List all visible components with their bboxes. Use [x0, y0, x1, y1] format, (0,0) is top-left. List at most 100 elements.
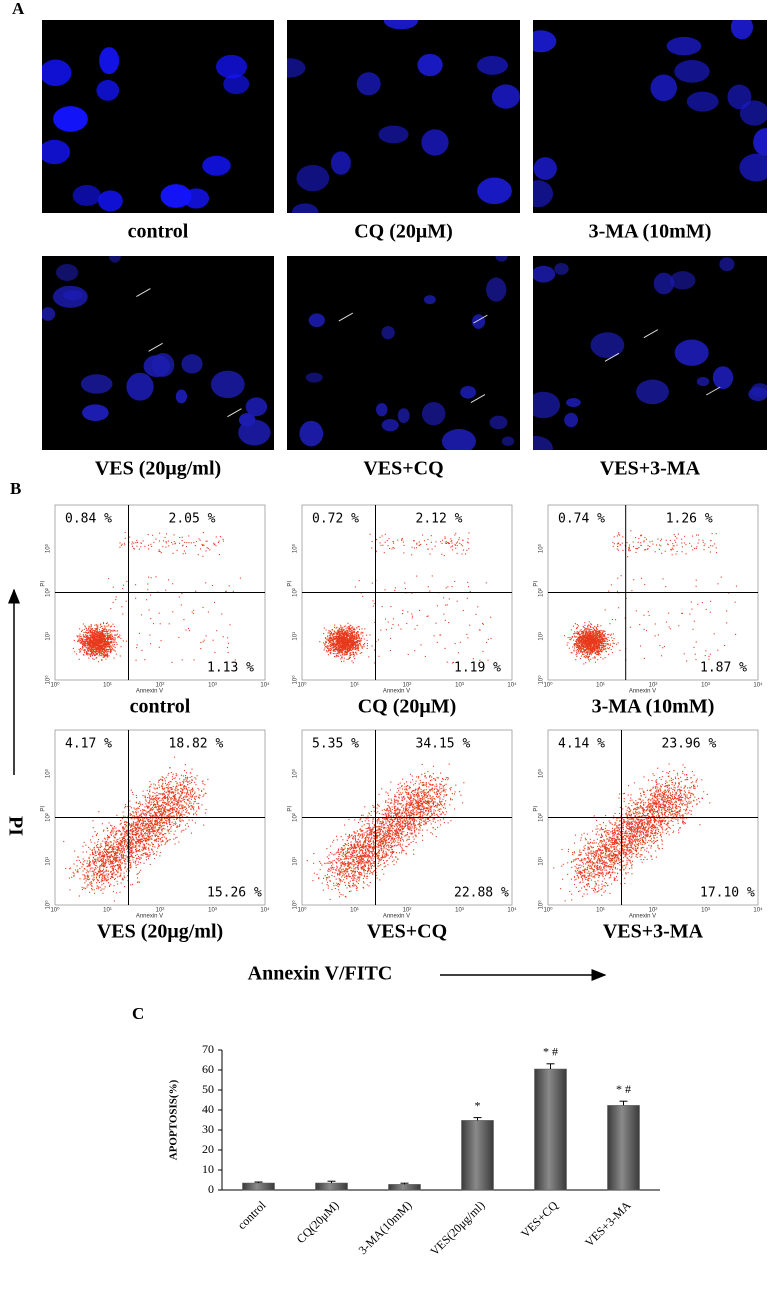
event-dot	[669, 626, 670, 627]
event-dot	[110, 649, 111, 650]
event-dot	[218, 542, 219, 543]
event-dot	[712, 545, 713, 546]
x-tick-label: 10³	[455, 683, 464, 689]
event-dot	[574, 631, 575, 632]
event-dot	[133, 815, 134, 816]
event-dot	[588, 659, 589, 660]
nucleus	[331, 151, 351, 174]
event-dot	[360, 653, 361, 654]
event-dot	[100, 648, 101, 649]
event-dot	[107, 830, 108, 831]
event-dot	[480, 629, 481, 630]
event-dot	[83, 643, 84, 644]
event-dot	[90, 849, 91, 850]
nucleus	[496, 251, 508, 262]
event-dot	[153, 542, 154, 543]
event-dot	[608, 634, 609, 635]
event-dot	[416, 547, 417, 548]
event-dot	[120, 655, 121, 656]
event-dot	[326, 639, 327, 640]
event-dot	[160, 640, 161, 641]
event-dot	[342, 646, 343, 647]
event-dot	[193, 803, 194, 804]
event-dot	[109, 643, 110, 644]
event-dot	[100, 633, 101, 634]
event-dot	[109, 629, 110, 630]
event-dot	[159, 533, 160, 534]
event-dot	[338, 652, 339, 653]
event-dot	[198, 803, 199, 804]
image-bg	[533, 20, 767, 213]
event-dot	[358, 636, 359, 637]
event-dot	[324, 649, 325, 650]
event-dot	[99, 637, 100, 638]
nucleus	[183, 188, 209, 208]
event-dot	[357, 650, 358, 651]
event-dot	[705, 655, 706, 656]
event-dot	[473, 658, 474, 659]
event-dot	[617, 543, 618, 544]
event-dot	[696, 548, 697, 549]
event-dot	[586, 649, 587, 650]
event-dot	[108, 578, 109, 579]
event-dot	[662, 647, 663, 648]
event-dot	[486, 642, 487, 643]
nucleus	[525, 30, 556, 52]
event-dot	[600, 630, 601, 631]
event-dot	[579, 634, 580, 635]
event-dot	[605, 633, 606, 634]
event-dot	[188, 805, 189, 806]
event-dot	[355, 634, 356, 635]
event-dot	[92, 628, 93, 629]
event-dot	[594, 626, 595, 627]
event-dot	[335, 656, 336, 657]
event-dot	[363, 644, 364, 645]
event-dot	[324, 647, 325, 648]
event-dot	[460, 642, 461, 643]
event-dot	[442, 540, 443, 541]
event-dot	[598, 644, 599, 645]
event-dot	[356, 642, 357, 643]
event-dot	[85, 643, 86, 644]
event-dot	[83, 632, 84, 633]
quadrant-percent: 1.87 %	[700, 661, 747, 676]
event-dot	[716, 552, 717, 553]
event-dot	[350, 652, 351, 653]
event-dot	[107, 631, 108, 632]
event-dot	[188, 628, 189, 629]
event-dot	[447, 586, 448, 587]
nucleus	[56, 264, 78, 281]
event-dot	[126, 581, 127, 582]
event-dot	[118, 636, 119, 637]
event-dot	[696, 586, 697, 587]
event-dot	[149, 610, 150, 611]
event-dot	[223, 541, 224, 542]
event-dot	[114, 635, 115, 636]
event-dot	[139, 859, 140, 860]
event-dot	[594, 630, 595, 631]
event-dot	[182, 820, 183, 821]
event-dot	[599, 630, 600, 631]
event-dot	[76, 653, 77, 654]
event-dot	[142, 837, 143, 838]
event-dot	[601, 637, 602, 638]
event-dot	[119, 637, 120, 638]
quadrant-percent: 1.13 %	[207, 661, 254, 676]
event-dot	[126, 871, 127, 872]
event-dot	[577, 627, 578, 628]
event-dot	[589, 636, 590, 637]
event-dot	[115, 848, 116, 849]
event-dot	[590, 653, 591, 654]
event-dot	[437, 642, 438, 643]
event-dot	[579, 643, 580, 644]
event-dot	[677, 551, 678, 552]
event-dot	[468, 532, 469, 533]
event-dot	[80, 651, 81, 652]
event-dot	[159, 855, 160, 856]
event-dot	[572, 652, 573, 653]
event-dot	[350, 625, 351, 626]
event-dot	[350, 657, 351, 658]
event-dot	[122, 613, 123, 614]
event-dot	[681, 613, 682, 614]
event-dot	[88, 632, 89, 633]
